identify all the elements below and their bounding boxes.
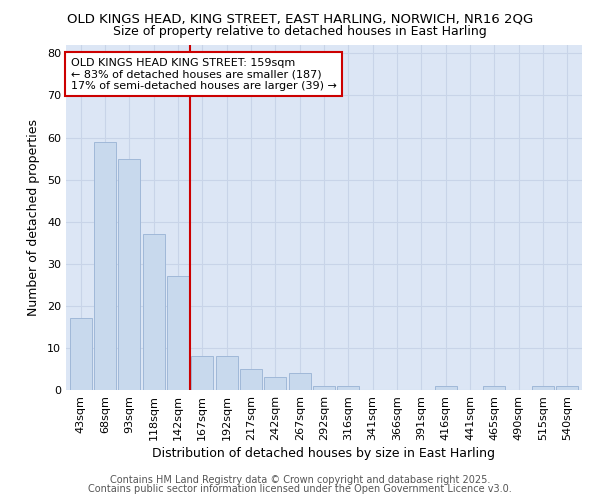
Bar [435, 386, 457, 390]
Bar [313, 386, 335, 390]
Bar [94, 142, 116, 390]
Bar [118, 158, 140, 390]
Bar [289, 373, 311, 390]
Bar [337, 386, 359, 390]
Text: OLD KINGS HEAD KING STREET: 159sqm
← 83% of detached houses are smaller (187)
17: OLD KINGS HEAD KING STREET: 159sqm ← 83%… [71, 58, 337, 91]
Bar [143, 234, 164, 390]
Text: OLD KINGS HEAD, KING STREET, EAST HARLING, NORWICH, NR16 2QG: OLD KINGS HEAD, KING STREET, EAST HARLIN… [67, 12, 533, 26]
Bar [532, 386, 554, 390]
Y-axis label: Number of detached properties: Number of detached properties [27, 119, 40, 316]
Bar [167, 276, 189, 390]
Text: Contains public sector information licensed under the Open Government Licence v3: Contains public sector information licen… [88, 484, 512, 494]
Bar [484, 386, 505, 390]
X-axis label: Distribution of detached houses by size in East Harling: Distribution of detached houses by size … [152, 447, 496, 460]
Bar [265, 378, 286, 390]
Text: Contains HM Land Registry data © Crown copyright and database right 2025.: Contains HM Land Registry data © Crown c… [110, 475, 490, 485]
Text: Size of property relative to detached houses in East Harling: Size of property relative to detached ho… [113, 25, 487, 38]
Bar [215, 356, 238, 390]
Bar [240, 369, 262, 390]
Bar [191, 356, 213, 390]
Bar [556, 386, 578, 390]
Bar [70, 318, 92, 390]
